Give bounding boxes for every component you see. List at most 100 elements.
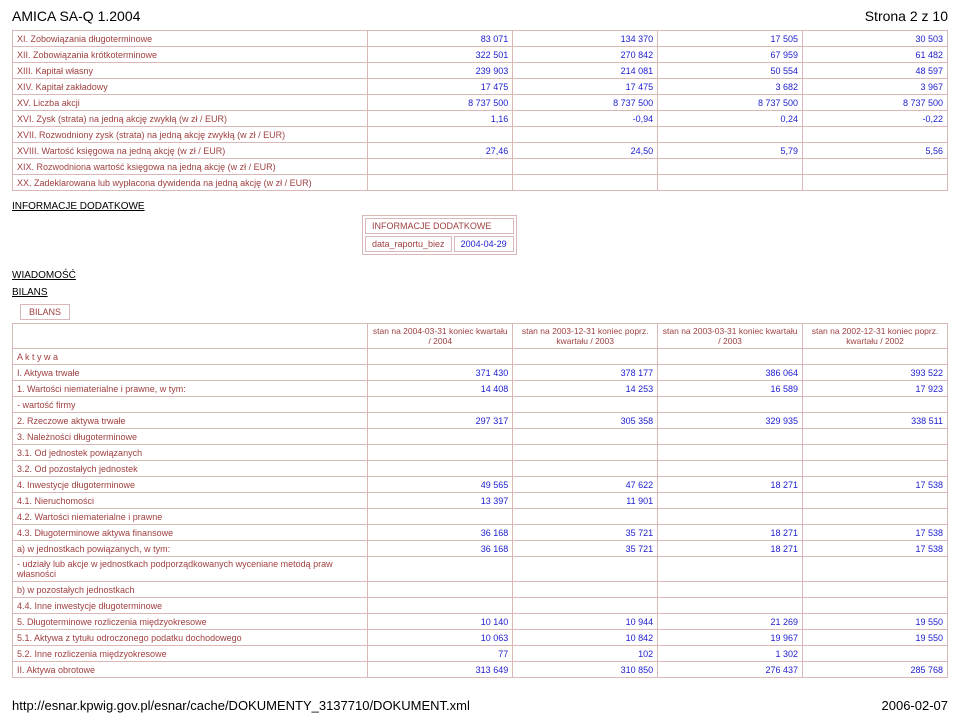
row-value: 13 397 xyxy=(368,493,513,509)
financial-table-1: XI. Zobowiązania długoterminowe83 071134… xyxy=(12,30,948,191)
row-value: 393 522 xyxy=(803,365,948,381)
info-box-date-value: 2004-04-29 xyxy=(454,236,514,252)
row-value xyxy=(368,582,513,598)
row-value: 61 482 xyxy=(803,47,948,63)
row-value xyxy=(658,445,803,461)
row-value xyxy=(368,557,513,582)
row-value: 24,50 xyxy=(513,143,658,159)
table-row: b) w pozostałych jednostkach xyxy=(13,582,948,598)
footer-left: http://esnar.kpwig.gov.pl/esnar/cache/DO… xyxy=(12,698,470,713)
row-value: 17 475 xyxy=(368,79,513,95)
row-value xyxy=(513,582,658,598)
row-label: XII. Zobowiązania krótkoterminowe xyxy=(13,47,368,63)
footer-right: 2006-02-07 xyxy=(882,698,949,713)
table-row: - wartość firmy xyxy=(13,397,948,413)
row-value: 0,24 xyxy=(658,111,803,127)
row-label: XIII. Kapitał własny xyxy=(13,63,368,79)
table-row: 4.4. Inne inwestycje długoterminowe xyxy=(13,598,948,614)
row-value: 47 622 xyxy=(513,477,658,493)
row-label: XV. Liczba akcji xyxy=(13,95,368,111)
row-value xyxy=(513,127,658,143)
row-value: 50 554 xyxy=(658,63,803,79)
row-value: 214 081 xyxy=(513,63,658,79)
row-value: 5,56 xyxy=(803,143,948,159)
row-label: 4.3. Długoterminowe aktywa finansowe xyxy=(13,525,368,541)
table-row: a) w jednostkach powiązanych, w tym:36 1… xyxy=(13,541,948,557)
row-value: 17 538 xyxy=(803,541,948,557)
row-value xyxy=(658,127,803,143)
row-value xyxy=(513,159,658,175)
row-label: A k t y w a xyxy=(13,349,368,365)
table-row: XX. Zadeklarowana lub wypłacona dywidend… xyxy=(13,175,948,191)
row-label: II. Aktywa obrotowe xyxy=(13,662,368,678)
table-row: XVI. Zysk (strata) na jedną akcję zwykłą… xyxy=(13,111,948,127)
row-value: 11 901 xyxy=(513,493,658,509)
column-header: stan na 2004-03-31 koniec kwartału / 200… xyxy=(368,324,513,349)
table-row: 2. Rzeczowe aktywa trwałe297 317305 3583… xyxy=(13,413,948,429)
table-row: XII. Zobowiązania krótkoterminowe322 501… xyxy=(13,47,948,63)
column-header: stan na 2003-12-31 koniec poprz. kwartał… xyxy=(513,324,658,349)
table-row: 4.2. Wartości niematerialne i prawne xyxy=(13,509,948,525)
column-header: stan na 2003-03-31 koniec kwartału / 200… xyxy=(658,324,803,349)
row-value xyxy=(368,349,513,365)
section-bilans: BILANS xyxy=(12,287,948,298)
table-row: XIX. Rozwodniona wartość księgowa na jed… xyxy=(13,159,948,175)
table-row: 3. Należności długoterminowe xyxy=(13,429,948,445)
row-label: 4.1. Nieruchomości xyxy=(13,493,368,509)
row-value: 30 503 xyxy=(803,31,948,47)
table-row: 3.2. Od pozostałych jednostek xyxy=(13,461,948,477)
section-info-dodatkowe: INFORMACJE DODATKOWE xyxy=(12,201,948,212)
row-value xyxy=(658,493,803,509)
table-row: I. Aktywa trwałe371 430378 177386 064393… xyxy=(13,365,948,381)
row-value: 310 850 xyxy=(513,662,658,678)
table-row: II. Aktywa obrotowe313 649310 850276 437… xyxy=(13,662,948,678)
row-label: 3.1. Od jednostek powiązanych xyxy=(13,445,368,461)
row-value xyxy=(803,429,948,445)
row-label: 4.4. Inne inwestycje długoterminowe xyxy=(13,598,368,614)
row-label: - wartość firmy xyxy=(13,397,368,413)
row-label: I. Aktywa trwałe xyxy=(13,365,368,381)
bilans-box: BILANS xyxy=(20,304,70,320)
row-value xyxy=(658,349,803,365)
row-value: 1,16 xyxy=(368,111,513,127)
row-value: 35 721 xyxy=(513,541,658,557)
row-label: 5. Długoterminowe rozliczenia międzyokre… xyxy=(13,614,368,630)
row-label: - udziały lub akcje w jednostkach podpor… xyxy=(13,557,368,582)
row-label: XIV. Kapitał zakładowy xyxy=(13,79,368,95)
table-row: XI. Zobowiązania długoterminowe83 071134… xyxy=(13,31,948,47)
row-value xyxy=(803,582,948,598)
row-label: XI. Zobowiązania długoterminowe xyxy=(13,31,368,47)
row-value xyxy=(803,493,948,509)
page-header: AMICA SA-Q 1.2004 Strona 2 z 10 xyxy=(12,8,948,24)
row-value: 239 903 xyxy=(368,63,513,79)
row-label: 4. Inwestycje długoterminowe xyxy=(13,477,368,493)
row-value xyxy=(368,445,513,461)
row-label: 4.2. Wartości niematerialne i prawne xyxy=(13,509,368,525)
row-value: 67 959 xyxy=(658,47,803,63)
info-box-title: INFORMACJE DODATKOWE xyxy=(365,218,514,234)
row-value xyxy=(803,397,948,413)
row-value: 276 437 xyxy=(658,662,803,678)
row-value xyxy=(658,175,803,191)
row-value: 285 768 xyxy=(803,662,948,678)
row-value: 3 967 xyxy=(803,79,948,95)
row-label: 2. Rzeczowe aktywa trwałe xyxy=(13,413,368,429)
row-value: 17 923 xyxy=(803,381,948,397)
row-value: 313 649 xyxy=(368,662,513,678)
table-row: 4. Inwestycje długoterminowe49 56547 622… xyxy=(13,477,948,493)
header-left: AMICA SA-Q 1.2004 xyxy=(12,8,140,24)
table-row: 4.1. Nieruchomości13 39711 901 xyxy=(13,493,948,509)
row-value xyxy=(513,461,658,477)
row-value: 134 370 xyxy=(513,31,658,47)
row-label: 3.2. Od pozostałych jednostek xyxy=(13,461,368,477)
header-right: Strona 2 z 10 xyxy=(865,8,948,24)
row-value: 270 842 xyxy=(513,47,658,63)
row-value: 16 589 xyxy=(658,381,803,397)
row-value xyxy=(368,598,513,614)
row-label: 1. Wartości niematerialne i prawne, w ty… xyxy=(13,381,368,397)
row-value xyxy=(513,445,658,461)
row-value xyxy=(803,461,948,477)
row-value: 102 xyxy=(513,646,658,662)
row-value: 18 271 xyxy=(658,477,803,493)
row-value xyxy=(803,127,948,143)
